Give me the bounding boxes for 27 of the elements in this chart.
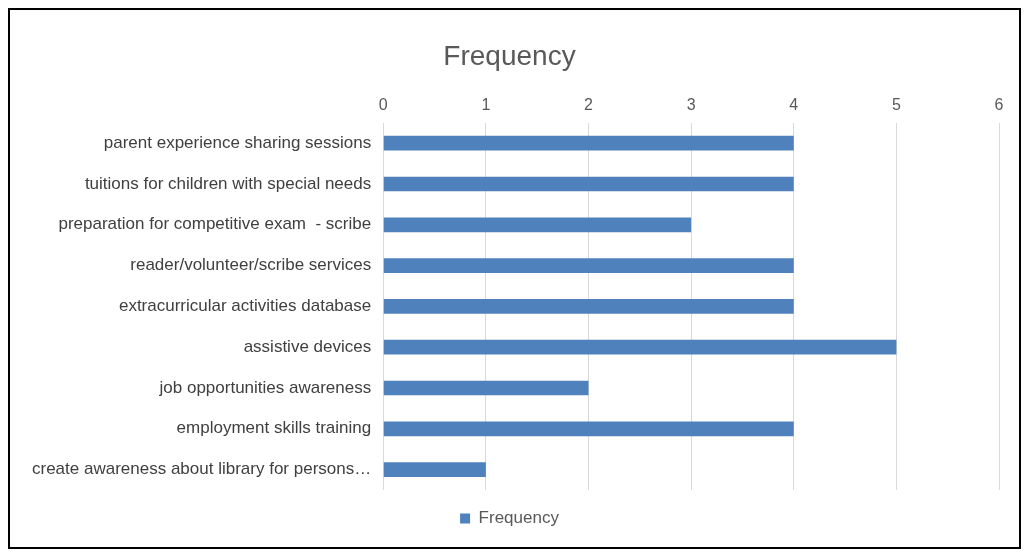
y-tick-label: employment skills training (176, 418, 372, 438)
y-tick-label: preparation for competitive exam - scribe (58, 214, 372, 234)
x-tick-label: 6 (994, 95, 1004, 113)
bar (383, 135, 794, 151)
x-tick-label: 5 (891, 95, 901, 113)
y-tick-label: tuitions for children with special needs (84, 173, 372, 193)
bar (383, 421, 794, 437)
chart-title: Frequency (443, 39, 576, 71)
bar (383, 380, 589, 396)
y-tick-label: parent experience sharing sessions (103, 132, 372, 152)
bar (383, 217, 692, 233)
bar (383, 258, 794, 273)
bar (383, 176, 794, 192)
legend-label: Frequency (478, 508, 560, 528)
x-tick-label: 2 (584, 95, 594, 113)
bar (383, 462, 486, 477)
x-tick-label: 1 (481, 95, 491, 113)
y-tick-label: assistive devices (243, 336, 372, 356)
x-tick-label: 4 (789, 95, 799, 113)
x-tick-label: 0 (378, 95, 388, 113)
bar (383, 299, 794, 314)
y-tick-label: create awareness about library for persons… (31, 459, 372, 479)
y-tick-label: extracurricular activities database (118, 296, 372, 316)
y-tick-label: reader/volunteer/scribe services (130, 255, 372, 275)
x-tick-label: 3 (686, 95, 696, 113)
y-tick-label: job opportunities awareness (158, 377, 372, 397)
bar (383, 339, 897, 355)
